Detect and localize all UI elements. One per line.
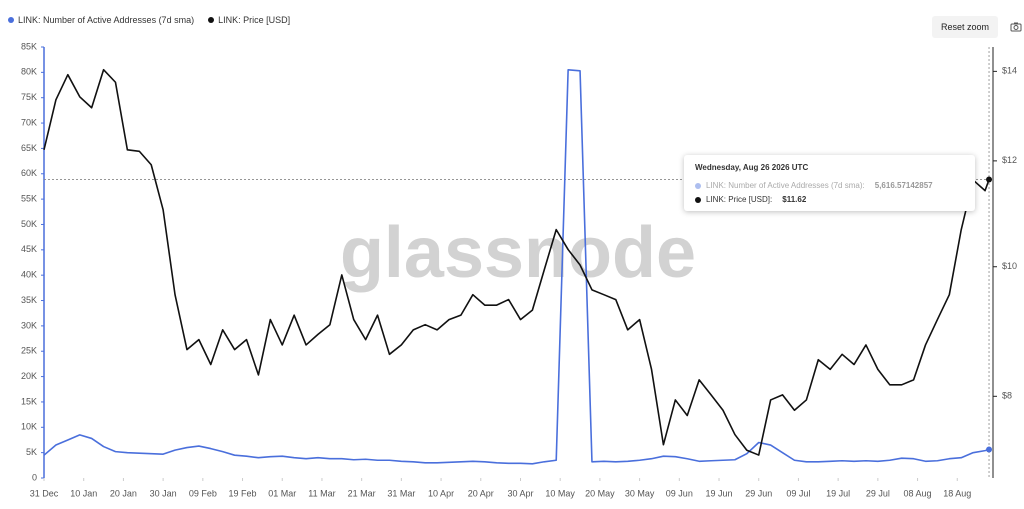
- y-tick-label: 15K: [21, 396, 37, 406]
- tooltip-value: 5,616.57142857: [874, 181, 933, 190]
- legend-label: LINK: Price [USD]: [218, 15, 291, 25]
- y-tick-label: 70K: [21, 117, 37, 127]
- x-tick-label: 01 Mar: [268, 488, 296, 498]
- x-tick-label: 20 May: [585, 488, 615, 498]
- legend-item[interactable]: LINK: Number of Active Addresses (7d sma…: [8, 15, 194, 25]
- x-tick-label: 10 May: [545, 488, 575, 498]
- tooltip-dot: [695, 196, 701, 203]
- y-tick-label: 40K: [21, 270, 37, 280]
- y-tick-label: 60K: [21, 168, 37, 178]
- tooltip-title: Wednesday, Aug 26 2026 UTC: [695, 163, 809, 172]
- y-tick-label: 25K: [21, 346, 37, 356]
- hover-marker: [986, 446, 993, 453]
- legend-label: LINK: Number of Active Addresses (7d sma…: [18, 15, 195, 25]
- y2-tick-label: $8: [1002, 391, 1012, 401]
- tooltip-label: LINK: Number of Active Addresses (7d sma…: [706, 181, 865, 190]
- y-tick-label: 75K: [21, 92, 37, 102]
- x-tick-label: 09 Jul: [786, 488, 810, 498]
- x-tick-label: 19 Jul: [826, 488, 850, 498]
- y-tick-label: 45K: [21, 244, 37, 254]
- y-tick-label: 50K: [21, 219, 37, 229]
- x-tick-label: 20 Jan: [110, 488, 137, 498]
- series-line: [43, 68, 990, 456]
- legend-dot: [8, 17, 14, 23]
- x-tick-label: 31 Dec: [30, 488, 59, 498]
- y-tick-label: 10K: [21, 422, 37, 432]
- reset-zoom-button[interactable]: Reset zoom: [932, 16, 998, 38]
- tooltip-label: LINK: Price [USD]: [706, 195, 772, 204]
- legend: LINK: Number of Active Addresses (7d sma…: [8, 15, 290, 25]
- y-tick-label: 20K: [21, 371, 37, 381]
- x-tick-label: 19 Jun: [706, 488, 733, 498]
- y2-tick-label: $12: [1002, 155, 1017, 165]
- y-tick-label: 85K: [21, 41, 37, 51]
- y-tick-label: 55K: [21, 193, 37, 203]
- y-tick-label: 65K: [21, 143, 37, 153]
- y-tick-label: 80K: [21, 67, 37, 77]
- camera-icon[interactable]: [1010, 22, 1022, 32]
- x-tick-label: 30 Apr: [507, 488, 533, 498]
- x-tick-label: 29 Jul: [866, 488, 890, 498]
- hover-marker: [986, 176, 993, 183]
- y-tick-label: 35K: [21, 295, 37, 305]
- x-tick-label: 21 Mar: [348, 488, 376, 498]
- x-tick-label: 10 Apr: [428, 488, 454, 498]
- x-tick-label: 08 Aug: [904, 488, 932, 498]
- x-tick-label: 09 Feb: [189, 488, 217, 498]
- tooltip-row: LINK: Price [USD] $11.62: [695, 195, 806, 204]
- x-tick-label: 19 Feb: [229, 488, 257, 498]
- x-tick-label: 30 Jan: [150, 488, 177, 498]
- x-tick-label: 31 Mar: [387, 488, 415, 498]
- x-tick-label: 11 Mar: [308, 488, 335, 498]
- y2-tick-label: $10: [1002, 261, 1017, 271]
- x-tick-label: 10 Jan: [70, 488, 97, 498]
- tooltip: Wednesday, Aug 26 2026 UTC LINK: Number …: [684, 155, 975, 211]
- y2-tick-label: $14: [1002, 66, 1017, 76]
- tooltip-dot: [695, 182, 701, 189]
- x-tick-label: 20 Apr: [468, 488, 494, 498]
- watermark: glassnode: [340, 213, 696, 293]
- series-line: [43, 69, 990, 465]
- x-tick-label: 18 Aug: [943, 488, 971, 498]
- y-tick-label: 5K: [26, 447, 37, 457]
- y-tick-label: 30K: [21, 320, 37, 330]
- legend-item[interactable]: LINK: Price [USD]: [208, 15, 290, 25]
- legend-dot: [208, 17, 215, 23]
- x-tick-label: 30 May: [625, 488, 655, 498]
- tooltip-row: LINK: Number of Active Addresses (7d sma…: [695, 181, 933, 190]
- y-tick-label: 0: [32, 472, 37, 482]
- tooltip-value: $11.62: [782, 195, 807, 204]
- x-tick-label: 29 Jun: [745, 488, 772, 498]
- x-tick-label: 09 Jun: [666, 488, 693, 498]
